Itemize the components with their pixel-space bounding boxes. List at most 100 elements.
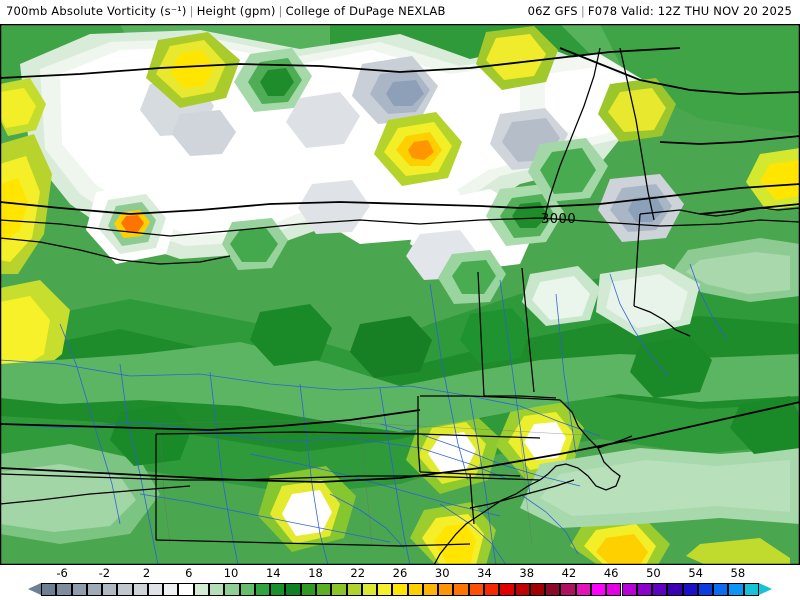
colorbar-swatch xyxy=(102,583,118,596)
field-ymax-pa-1-white xyxy=(428,432,476,474)
field-ocean-lighter xyxy=(540,460,790,516)
colorbar-swatch xyxy=(239,583,255,596)
header-separator-2: | xyxy=(278,4,283,18)
colorbar-swatch xyxy=(606,583,622,596)
height-label: Height (gpm) xyxy=(196,4,276,18)
road-network xyxy=(0,263,727,565)
colorbar-swatch xyxy=(484,583,500,596)
field-ymax-pa-2-white xyxy=(524,422,566,460)
colorbar-swatch xyxy=(590,583,607,596)
colorbar[interactable] xyxy=(0,583,800,597)
field-light-patch-right-2 xyxy=(686,252,790,294)
field-label: 700mb Absolute Vorticity (s⁻¹) xyxy=(6,4,187,18)
colorbar-swatch xyxy=(560,583,576,596)
height-contour-mid xyxy=(0,409,421,431)
field-gray-blob-8 xyxy=(172,110,236,156)
colorbar-swatch xyxy=(453,583,469,596)
colorbar-swatch xyxy=(315,583,332,596)
colorbar-swatch xyxy=(407,583,423,596)
colorbar-swatch xyxy=(346,583,362,596)
colorbar-swatch xyxy=(728,583,744,596)
colorbar-tick-label: -6 xyxy=(56,566,68,580)
colorbar-swatch xyxy=(621,583,637,596)
colorbar-swatch xyxy=(132,583,148,596)
field-ymax-se-2 xyxy=(686,538,790,565)
colorbar-swatch xyxy=(193,583,210,596)
height-contour-upper-2 xyxy=(559,47,800,95)
colorbar-swatch xyxy=(178,583,194,596)
field-green-island-4-core xyxy=(452,260,496,294)
field-gray-blob-1-inner xyxy=(386,80,424,106)
colorbar-swatch xyxy=(545,583,561,596)
height-contour-lower xyxy=(0,401,800,483)
colorbar-tick-label: 6 xyxy=(185,566,193,580)
colorbar-tick-label: 50 xyxy=(646,566,661,580)
contour-label-3000: 3000 xyxy=(541,212,576,227)
field-gray-blob-3-inner xyxy=(628,196,664,222)
colorbar-tick-label: 10 xyxy=(223,566,239,580)
colorbar-swatch xyxy=(361,583,378,596)
field-west-yellow-3-core xyxy=(0,296,50,370)
colorbar-swatch xyxy=(41,583,57,596)
height-contours xyxy=(0,47,800,483)
colorbar-swatch xyxy=(422,583,439,596)
colorbar-tick-label: 34 xyxy=(477,566,492,580)
colorbar-tick-label: 58 xyxy=(730,566,746,580)
colorbar-swatch xyxy=(270,583,286,596)
valid-time-label: F078 Valid: 12Z THU NOV 20 2025 xyxy=(587,4,792,18)
colorbar-swatch xyxy=(575,583,591,596)
map-canvas[interactable]: 3000 xyxy=(0,24,800,565)
colorbar-swatch xyxy=(713,583,729,596)
colorbar-swatch xyxy=(117,583,133,596)
colorbar-tick-label: 46 xyxy=(603,566,619,580)
colorbar-tick-label: 42 xyxy=(561,566,577,580)
field-light-patch-maine-2 xyxy=(606,274,688,328)
vorticity-field xyxy=(0,24,800,565)
field-top-dark-2 xyxy=(600,24,800,134)
colorbar-swatch xyxy=(285,583,301,596)
colorbar-tick-label: 22 xyxy=(350,566,366,580)
colorbar-under-arrow xyxy=(28,583,41,595)
colorbar-swatch xyxy=(377,583,393,596)
field-ymax-3-core xyxy=(486,34,546,80)
field-light-patch-nh-2 xyxy=(532,276,590,320)
colorbar-swatch xyxy=(743,583,759,596)
field-west-yellow-inner xyxy=(0,178,28,242)
field-ymax-1-inner xyxy=(170,50,214,88)
colorbar-tick-label: 38 xyxy=(519,566,535,580)
field-gray-blob-4 xyxy=(286,92,360,148)
field-ymax-ont-peak xyxy=(121,215,144,232)
colorbar-tick-label: 14 xyxy=(265,566,281,580)
colorbar-swatch xyxy=(667,583,683,596)
colorbar-swatch xyxy=(209,583,225,596)
colorbar-swatch xyxy=(147,583,164,596)
field-dark-pocket-6 xyxy=(460,308,530,364)
colorbar-swatch xyxy=(652,583,668,596)
height-contour-upper xyxy=(0,47,681,79)
colorbar-swatch xyxy=(529,583,546,596)
field-dark-pocket-4 xyxy=(350,316,432,378)
colorbar-swatch xyxy=(86,583,103,596)
field-ymax-pa-3-white xyxy=(282,490,332,536)
colorbar-swatch xyxy=(468,583,484,596)
colorbar-tick-labels: -6 -2 2 6 10 14 18 22 26 30 34 38 42 46 50 54 58 xyxy=(0,565,800,581)
colorbar-tick-label: 18 xyxy=(308,566,323,580)
model-run-label: 06Z GFS xyxy=(527,4,578,18)
field-ymax-5-core xyxy=(760,160,800,200)
colorbar-swatch xyxy=(682,583,698,596)
colorbar-tick-label: -2 xyxy=(98,566,111,580)
colorbar-swatch xyxy=(438,583,454,596)
height-contour-3000 xyxy=(0,183,800,215)
field-green-island-5-core xyxy=(230,228,278,262)
height-contour-ne xyxy=(699,203,800,215)
colorbar-swatch xyxy=(224,583,240,596)
header-left-text: 700mb Absolute Vorticity (s⁻¹) | Height (g… xyxy=(6,4,446,18)
field-pale-band xyxy=(0,342,800,432)
colorbar-tick-label: 30 xyxy=(434,566,450,580)
field-west-yellow-2-core xyxy=(0,88,36,128)
colorbar-tick-label: 26 xyxy=(392,566,408,580)
field-dark-pocket-1 xyxy=(630,336,712,398)
colorbar-tick-label: 2 xyxy=(142,566,151,580)
colorbar-over-arrow xyxy=(759,583,772,595)
